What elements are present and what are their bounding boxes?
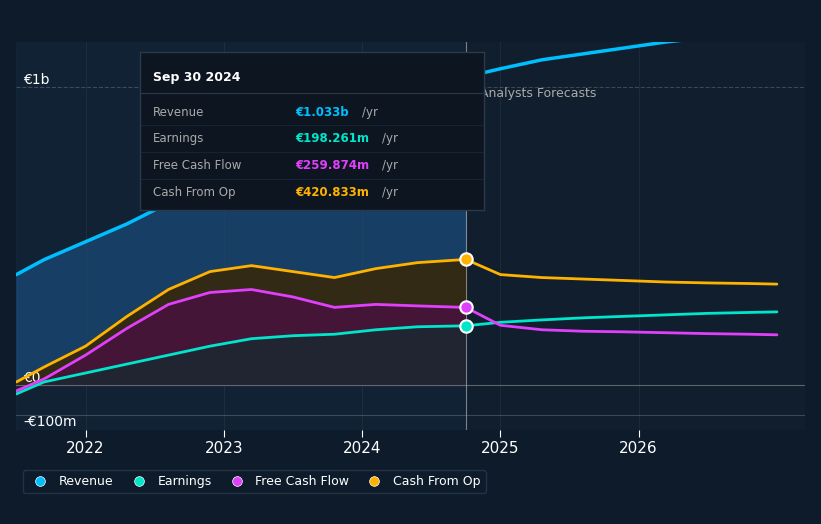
Point <box>459 322 472 330</box>
Bar <box>16 42 466 430</box>
Text: /yr: /yr <box>382 186 397 199</box>
Point <box>459 73 472 81</box>
Text: Analysts Forecasts: Analysts Forecasts <box>479 86 596 100</box>
Text: Earnings: Earnings <box>154 133 204 145</box>
Text: €1b: €1b <box>23 73 50 86</box>
Text: €420.833m: €420.833m <box>295 186 369 199</box>
Text: €1.033b: €1.033b <box>295 106 348 118</box>
Legend: Revenue, Earnings, Free Cash Flow, Cash From Op: Revenue, Earnings, Free Cash Flow, Cash … <box>23 470 485 493</box>
Point <box>459 255 472 264</box>
Text: Past: Past <box>429 86 459 100</box>
Text: Revenue: Revenue <box>154 106 204 118</box>
Text: /yr: /yr <box>362 106 378 118</box>
Point <box>459 303 472 312</box>
Text: Sep 30 2024: Sep 30 2024 <box>154 71 241 84</box>
Text: Cash From Op: Cash From Op <box>154 186 236 199</box>
Text: €198.261m: €198.261m <box>295 133 369 145</box>
Text: €0: €0 <box>23 371 41 385</box>
Text: €259.874m: €259.874m <box>295 159 369 172</box>
Text: Free Cash Flow: Free Cash Flow <box>154 159 241 172</box>
Text: /yr: /yr <box>382 133 397 145</box>
Text: -€100m: -€100m <box>23 415 77 429</box>
Bar <box>466 42 805 430</box>
Text: /yr: /yr <box>382 159 397 172</box>
